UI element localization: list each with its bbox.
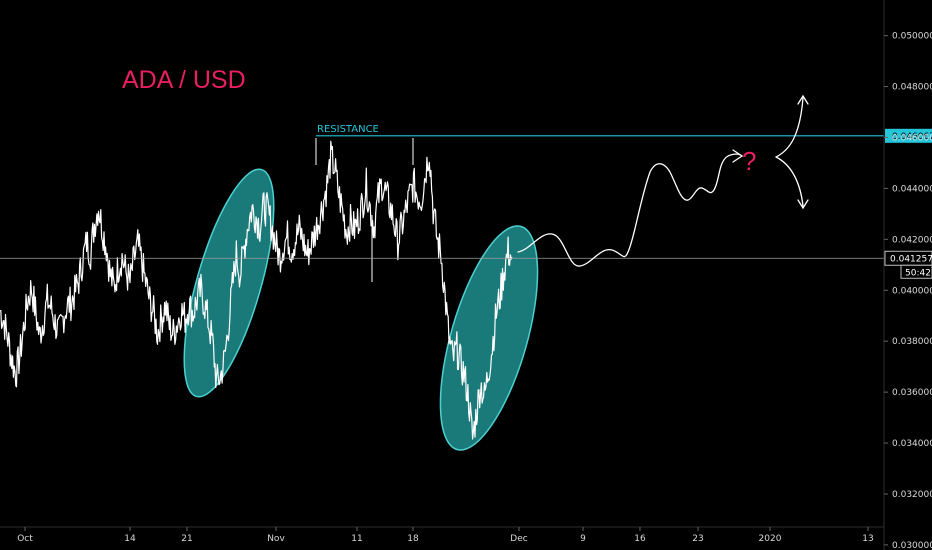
y-tick-label: 0.034000 [892,439,932,449]
y-tick-label: 0.046000 [892,134,932,144]
y-tick-label: 0.044000 [892,184,932,194]
x-tick-label: 21 [181,534,192,544]
countdown-label: 50:42 [905,268,931,278]
resistance-price-tag [885,128,932,143]
y-tick-label: 0.050000 [892,32,932,42]
resistance-price-label: 0.046067 [892,132,932,142]
projection-path [517,153,743,267]
highlight-ellipse-october [183,168,275,398]
x-tick-label: 23 [692,534,703,544]
y-tick-label: 0.042000 [892,235,932,245]
resistance-label: RESISTANCE [317,124,379,135]
y-tick-label: 0.032000 [892,490,932,500]
x-tick-label: 16 [634,534,646,544]
current-price-label: 0.041257 [890,254,932,264]
x-tick-label: 13 [862,534,873,544]
prediction-question-mark: ? [742,146,756,176]
x-tick-label: 18 [407,534,419,544]
x-tick-label: 14 [124,534,136,544]
countdown-tag [900,264,932,279]
x-tick-label: Dec [510,534,527,544]
y-tick-label: 0.048000 [892,83,932,93]
y-tick-label: 0.036000 [892,388,932,398]
bullish-arrowhead [797,94,809,105]
x-tick-label: Oct [17,534,33,544]
x-tick-label: 2020 [759,534,782,544]
bearish-arrow [775,156,804,207]
y-tick-label: 0.038000 [892,337,932,347]
x-tick-label: 9 [580,534,586,544]
bearish-arrowhead [797,199,809,210]
y-tick-label: 0.030000 [892,541,932,550]
x-tick-label: 11 [351,534,362,544]
bullish-arrow [775,97,804,158]
price-series-line [0,140,513,440]
highlight-ellipse-november [439,225,539,451]
chart-title: ADA / USD [122,66,246,94]
x-tick-label: Nov [267,534,285,544]
y-tick-label: 0.040000 [892,286,932,296]
projection-arrowhead [732,149,744,163]
